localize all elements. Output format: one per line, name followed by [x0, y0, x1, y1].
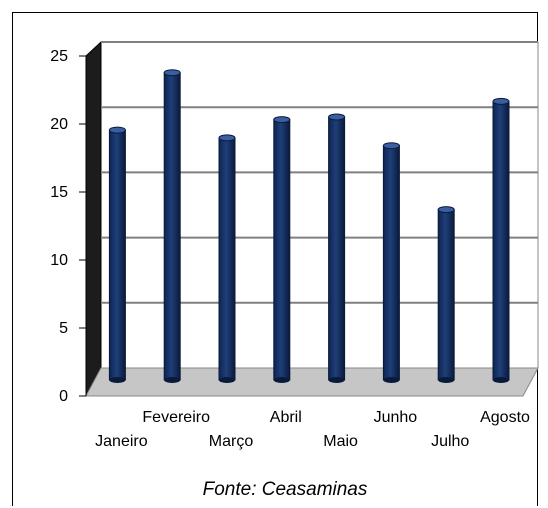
x-tick-label: Abril: [270, 409, 302, 426]
bar-base: [383, 377, 400, 383]
bar-base: [493, 377, 509, 383]
bar-cap: [492, 97, 510, 105]
side-wall: [85, 40, 102, 397]
x-tick-label: Janeiro: [95, 433, 148, 450]
bar-base: [109, 377, 126, 383]
x-tick-label: Junho: [374, 409, 418, 426]
chart-walls: [85, 40, 539, 397]
source-note: Fonte: Ceasaminas: [203, 479, 368, 500]
y-tick-label: 15: [50, 184, 68, 201]
bar-cap: [108, 126, 126, 134]
bar-cap: [218, 134, 236, 142]
bar: [108, 129, 126, 381]
bar-base: [219, 377, 235, 383]
y-tick-label: 25: [50, 48, 68, 65]
bar: [328, 116, 346, 381]
y-tick-label: 5: [59, 320, 68, 337]
bar-cap: [382, 142, 400, 150]
x-tick-label: Março: [209, 433, 254, 450]
bar-cap: [328, 113, 346, 121]
bars: [108, 69, 510, 383]
bar: [218, 137, 236, 381]
x-tick-label: Julho: [431, 433, 469, 450]
y-tick-label: 0: [59, 388, 68, 405]
bar-cap: [273, 116, 291, 124]
bar-base: [273, 377, 290, 383]
x-tick-label: Fevereiro: [142, 409, 210, 426]
bar: [382, 145, 400, 381]
x-tick-label: Maio: [323, 433, 358, 450]
bar-base: [164, 377, 181, 383]
floor: [85, 367, 539, 397]
x-axis-labels: Janeiro Fevereiro Março Abril Maio Junho Julho…: [95, 409, 530, 450]
bar: [437, 209, 455, 381]
bar-base: [328, 377, 345, 383]
y-tick-label: 20: [50, 116, 68, 133]
bar: [273, 119, 291, 381]
bar: [163, 72, 181, 381]
y-axis-ticks: 0 5 10 15 20 25: [50, 48, 87, 405]
x-tick-label: Agosto: [480, 409, 530, 426]
bar-cap: [163, 69, 181, 77]
bar-cap: [437, 206, 455, 214]
bar: [492, 100, 510, 381]
bar-base: [438, 377, 455, 383]
y-tick-label: 10: [50, 252, 68, 269]
